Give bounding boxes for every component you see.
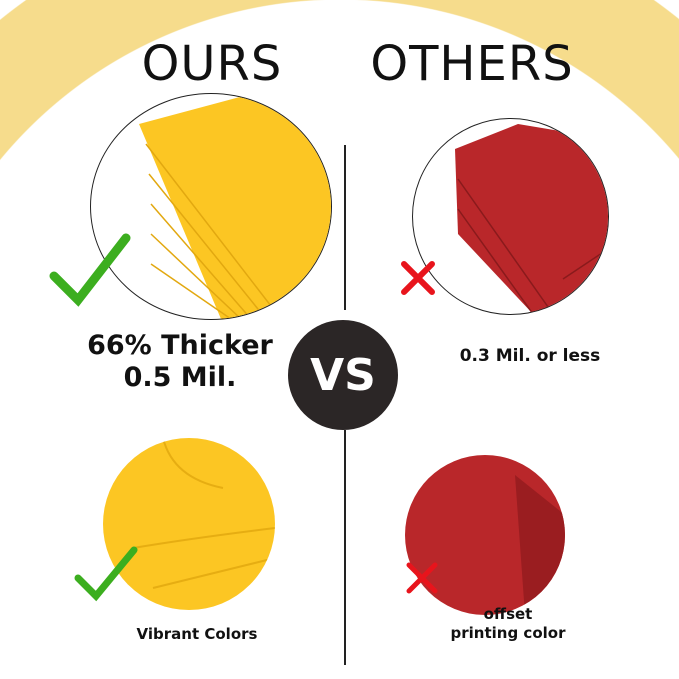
others-color-label-line1: offset xyxy=(483,605,533,623)
vs-badge: VS xyxy=(288,320,398,430)
ours-color-label: Vibrant Colors xyxy=(136,625,258,643)
others-thickness: 0.3 Mil. or less xyxy=(459,346,601,366)
ours-thickness-percent: 66% Thicker xyxy=(87,330,273,361)
others-thickness-image xyxy=(412,118,609,315)
cross-icon xyxy=(401,261,435,295)
ours-heading: OURS xyxy=(141,36,283,92)
others-heading: OTHERS xyxy=(370,36,574,92)
check-icon xyxy=(74,546,138,602)
ours-thickness-image xyxy=(90,93,332,320)
divider-bottom xyxy=(344,430,346,665)
cross-icon xyxy=(406,562,438,594)
others-color-label-line2: printing color xyxy=(450,624,566,642)
ours-thickness-value: 0.5 Mil. xyxy=(123,362,237,393)
divider-top xyxy=(344,145,346,310)
ours-color-image xyxy=(103,438,275,610)
check-icon xyxy=(49,233,131,307)
